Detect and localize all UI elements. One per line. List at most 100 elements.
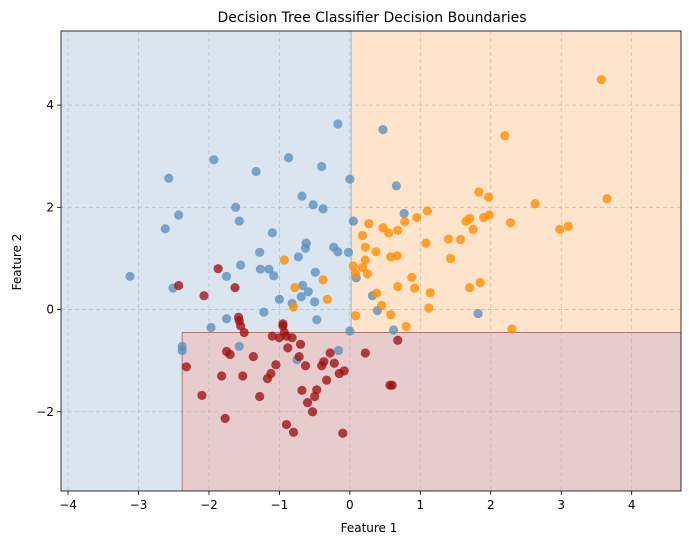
point-class-2	[248, 351, 258, 362]
point-class-2	[197, 390, 207, 401]
y-axis-ticks: −2 0 2 4	[36, 98, 61, 419]
y-axis-label: Feature 2	[10, 234, 24, 291]
point-class-0	[301, 238, 311, 248]
class-0-lower-left-region	[61, 332, 183, 491]
point-class-1	[422, 206, 432, 216]
x-tick-label: 0	[346, 498, 354, 512]
point-class-0	[345, 174, 355, 184]
point-class-1	[290, 282, 300, 293]
point-class-2	[239, 327, 249, 338]
point-class-0	[231, 202, 241, 212]
point-class-0	[345, 326, 355, 336]
y-tick-label: 0	[46, 303, 54, 317]
point-class-0	[255, 264, 265, 274]
grid-lines	[61, 31, 681, 491]
point-class-0	[310, 267, 320, 277]
class-1-region	[351, 31, 681, 333]
decision-regions	[61, 31, 681, 491]
point-class-2	[322, 375, 332, 385]
plot-frame	[60, 30, 682, 492]
point-class-1	[400, 217, 410, 227]
point-class-0	[348, 216, 358, 226]
point-class-2	[297, 385, 307, 395]
point-class-1	[425, 288, 435, 298]
point-class-0	[160, 224, 170, 234]
point-class-0	[399, 208, 409, 219]
point-class-0	[177, 345, 187, 356]
point-class-0	[333, 119, 343, 129]
point-class-0	[312, 315, 322, 325]
point-class-2	[217, 371, 227, 381]
point-class-1	[364, 219, 374, 229]
point-class-1	[563, 221, 573, 231]
point-class-1	[468, 224, 478, 234]
point-class-0	[221, 314, 232, 324]
point-class-2	[267, 331, 277, 341]
point-class-0	[255, 247, 265, 257]
point-class-1	[596, 74, 606, 85]
point-class-1	[360, 255, 370, 265]
x-tick-label: −3	[130, 498, 148, 512]
x-tick-label: −1	[271, 498, 289, 512]
point-class-0	[303, 287, 313, 297]
point-class-1	[484, 210, 494, 220]
point-class-2	[387, 380, 397, 390]
point-class-1	[500, 131, 510, 141]
point-class-0	[283, 153, 294, 163]
point-class-2	[312, 385, 322, 395]
x-tick-label: 2	[487, 498, 495, 512]
point-class-0	[164, 173, 174, 183]
x-tick-label: 1	[416, 498, 424, 512]
point-class-1	[393, 281, 403, 292]
point-class-1	[393, 225, 403, 235]
point-class-1	[424, 303, 434, 313]
point-class-2	[360, 348, 370, 358]
point-class-1	[412, 212, 422, 223]
point-class-2	[225, 349, 235, 360]
point-class-2	[283, 343, 293, 353]
point-class-1	[421, 238, 431, 248]
point-class-0	[125, 271, 135, 281]
point-class-1	[288, 302, 299, 312]
x-axis-label: Feature 1	[341, 521, 398, 535]
point-class-1	[555, 224, 565, 234]
point-class-0	[236, 260, 246, 270]
point-class-2	[181, 362, 192, 372]
point-class-0	[221, 271, 232, 281]
x-tick-label: 3	[557, 498, 565, 512]
point-class-1	[350, 311, 361, 321]
point-class-0	[308, 200, 318, 210]
x-axis-ticks: −4 −3 −2 −1 0 1 2 3 4	[59, 491, 636, 512]
point-class-0	[317, 161, 327, 172]
point-class-0	[259, 307, 269, 317]
point-class-1	[455, 234, 466, 245]
point-class-2	[325, 348, 335, 358]
point-class-2	[213, 264, 223, 274]
point-class-0	[209, 155, 219, 165]
point-class-2	[319, 357, 329, 367]
point-class-1	[386, 310, 396, 320]
point-class-2	[199, 291, 209, 301]
point-class-0	[206, 322, 216, 333]
y-tick-label: 4	[46, 98, 54, 112]
point-class-0	[234, 341, 244, 351]
point-class-0	[293, 252, 304, 262]
point-class-1	[357, 263, 368, 273]
plot-area	[61, 31, 681, 491]
point-class-1	[507, 324, 517, 334]
point-class-0	[251, 166, 261, 177]
chart-title: Decision Tree Classifier Decision Bounda…	[217, 10, 526, 26]
point-class-0	[274, 294, 285, 304]
point-class-1	[401, 321, 411, 332]
point-class-0	[473, 309, 483, 319]
point-class-0	[391, 181, 401, 191]
point-class-2	[338, 428, 348, 438]
point-class-2	[300, 361, 311, 371]
point-class-1	[372, 288, 382, 298]
point-class-2	[302, 397, 313, 408]
point-class-1	[474, 187, 484, 197]
point-class-1	[376, 300, 387, 311]
point-class-2	[288, 427, 299, 437]
point-class-1	[360, 242, 370, 252]
